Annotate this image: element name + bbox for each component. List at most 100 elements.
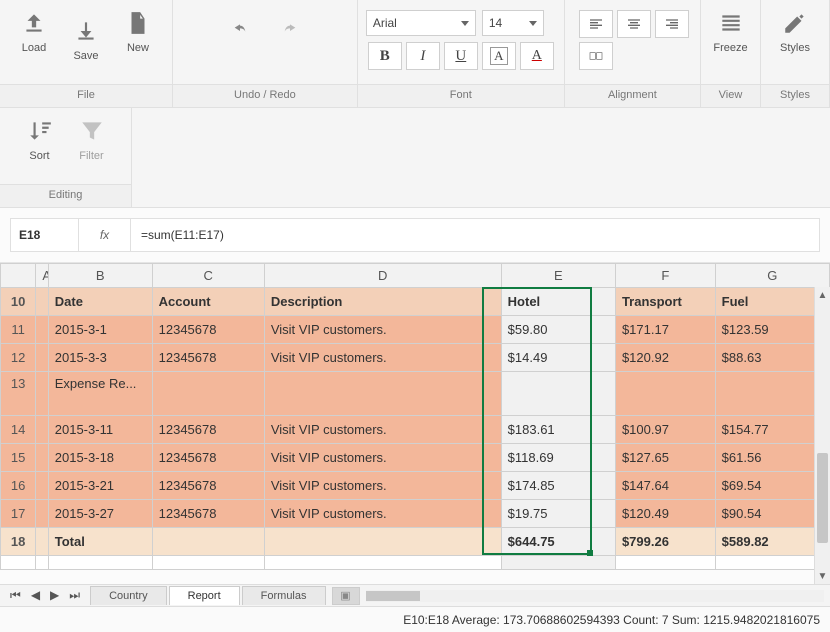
row-header[interactable]: 11 xyxy=(1,316,36,344)
cell[interactable] xyxy=(36,344,48,372)
sheet-tab[interactable]: Report xyxy=(169,586,240,605)
cell[interactable] xyxy=(36,316,48,344)
tab-nav-prev[interactable]: ◀ xyxy=(31,588,40,603)
sort-button[interactable]: Sort xyxy=(14,118,66,178)
load-button[interactable]: Load xyxy=(8,10,60,70)
row-header[interactable]: 18 xyxy=(1,528,36,556)
bold-button[interactable]: B xyxy=(368,42,402,70)
cell[interactable]: 12345678 xyxy=(152,416,264,444)
col-header[interactable]: C xyxy=(152,264,264,288)
horizontal-scroll-thumb[interactable] xyxy=(366,591,420,601)
cell[interactable]: 2015-3-18 xyxy=(48,444,152,472)
tab-nav-last[interactable]: ⏭ xyxy=(69,588,80,603)
cell[interactable]: Visit VIP customers. xyxy=(264,500,501,528)
cell[interactable] xyxy=(264,556,501,570)
italic-button[interactable]: I xyxy=(406,42,440,70)
row-header[interactable]: 10 xyxy=(1,288,36,316)
fx-label[interactable]: fx xyxy=(79,219,131,251)
col-header[interactable]: D xyxy=(264,264,501,288)
font-family-dropdown[interactable]: Arial xyxy=(366,10,476,36)
cell[interactable] xyxy=(615,556,715,570)
fill-color-button[interactable]: A xyxy=(482,42,516,70)
cell[interactable]: Fuel xyxy=(715,288,829,316)
cell[interactable] xyxy=(36,288,48,316)
row-header[interactable] xyxy=(1,556,36,570)
cell[interactable] xyxy=(36,528,48,556)
cell[interactable]: 2015-3-3 xyxy=(48,344,152,372)
cell[interactable] xyxy=(501,372,615,416)
font-color-button[interactable]: A xyxy=(520,42,554,70)
cell[interactable]: Visit VIP customers. xyxy=(264,472,501,500)
cell[interactable]: $174.85 xyxy=(501,472,615,500)
cell[interactable]: 2015-3-1 xyxy=(48,316,152,344)
cell[interactable]: $589.82 xyxy=(715,528,829,556)
cell[interactable]: $154.77 xyxy=(715,416,829,444)
cell[interactable]: 2015-3-21 xyxy=(48,472,152,500)
tab-nav-first[interactable]: ⏮ xyxy=(10,588,21,603)
cell[interactable]: 12345678 xyxy=(152,344,264,372)
cell[interactable] xyxy=(715,556,829,570)
underline-button[interactable]: U xyxy=(444,42,478,70)
cell[interactable]: Visit VIP customers. xyxy=(264,416,501,444)
cell[interactable]: $123.59 xyxy=(715,316,829,344)
row-header[interactable]: 12 xyxy=(1,344,36,372)
align-right-button[interactable] xyxy=(655,10,689,38)
col-header[interactable]: E xyxy=(501,264,615,288)
sheet-tab[interactable]: Formulas xyxy=(242,586,326,605)
redo-button[interactable] xyxy=(267,14,313,44)
save-button[interactable]: Save xyxy=(60,18,112,78)
cell[interactable] xyxy=(36,556,48,570)
formula-input[interactable]: =sum(E11:E17) xyxy=(131,228,819,242)
vertical-scrollbar[interactable]: ▲ ▼ xyxy=(814,287,830,584)
cell[interactable]: Expense Re... xyxy=(48,372,152,416)
undo-button[interactable] xyxy=(217,14,263,44)
new-button[interactable]: New xyxy=(112,10,164,70)
cell[interactable]: $59.80 xyxy=(501,316,615,344)
cell[interactable] xyxy=(36,416,48,444)
cell[interactable]: Transport xyxy=(615,288,715,316)
col-header[interactable]: B xyxy=(48,264,152,288)
styles-button[interactable]: Styles xyxy=(769,10,821,70)
cell[interactable]: $644.75 xyxy=(501,528,615,556)
cell[interactable] xyxy=(264,372,501,416)
cell[interactable]: $183.61 xyxy=(501,416,615,444)
cell[interactable]: Description xyxy=(264,288,501,316)
grid-scroll[interactable]: ABCDEFG10DateAccountDescriptionHotelTran… xyxy=(0,263,830,584)
row-header[interactable]: 16 xyxy=(1,472,36,500)
cell[interactable] xyxy=(615,372,715,416)
cell[interactable]: $120.92 xyxy=(615,344,715,372)
corner-cell[interactable] xyxy=(1,264,36,288)
filter-button[interactable]: Filter xyxy=(66,118,118,178)
cell[interactable] xyxy=(715,372,829,416)
cell[interactable]: $147.64 xyxy=(615,472,715,500)
cell[interactable]: $88.63 xyxy=(715,344,829,372)
cell[interactable]: $118.69 xyxy=(501,444,615,472)
cell[interactable]: 12345678 xyxy=(152,472,264,500)
cell[interactable]: Total xyxy=(48,528,152,556)
cell[interactable]: 12345678 xyxy=(152,316,264,344)
cell[interactable]: 2015-3-27 xyxy=(48,500,152,528)
cell[interactable]: $90.54 xyxy=(715,500,829,528)
row-header[interactable]: 15 xyxy=(1,444,36,472)
cell[interactable]: $69.54 xyxy=(715,472,829,500)
cell[interactable]: $799.26 xyxy=(615,528,715,556)
cell[interactable]: 12345678 xyxy=(152,500,264,528)
sheet-tab[interactable]: Country xyxy=(90,586,167,605)
col-header[interactable]: G xyxy=(715,264,829,288)
cell[interactable] xyxy=(152,556,264,570)
cell[interactable]: Hotel xyxy=(501,288,615,316)
col-header[interactable]: F xyxy=(615,264,715,288)
cell[interactable]: Visit VIP customers. xyxy=(264,344,501,372)
cell[interactable] xyxy=(36,444,48,472)
cell[interactable] xyxy=(36,372,48,416)
cell[interactable] xyxy=(48,556,152,570)
vertical-scroll-thumb[interactable] xyxy=(817,453,828,543)
cell[interactable]: $19.75 xyxy=(501,500,615,528)
cell[interactable]: $171.17 xyxy=(615,316,715,344)
cell[interactable]: $100.97 xyxy=(615,416,715,444)
cell[interactable] xyxy=(36,500,48,528)
cell[interactable]: $127.65 xyxy=(615,444,715,472)
tab-nav-next[interactable]: ▶ xyxy=(50,588,59,603)
cell[interactable]: $14.49 xyxy=(501,344,615,372)
cell[interactable]: 12345678 xyxy=(152,444,264,472)
